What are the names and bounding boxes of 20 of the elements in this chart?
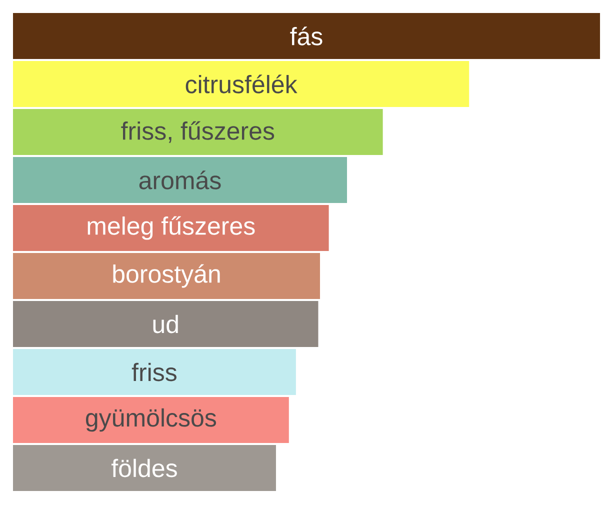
y-tick-label: földes bbox=[111, 458, 177, 478]
y-tick-label: citrusfélék bbox=[186, 74, 298, 94]
bar bbox=[13, 108, 383, 156]
y-tick-label: borostyán bbox=[113, 264, 220, 288]
bar bbox=[13, 348, 296, 396]
y-tick-label: ud bbox=[153, 314, 178, 334]
y-tick-label: meleg fűszeres bbox=[88, 216, 255, 240]
y-tick-label: friss bbox=[132, 362, 176, 382]
bar bbox=[13, 204, 329, 252]
bar bbox=[13, 396, 289, 444]
bar bbox=[13, 156, 348, 204]
y-tick-label: gyümölcsös bbox=[86, 408, 216, 432]
bar bbox=[13, 252, 320, 300]
y-tick-label: aromás bbox=[139, 170, 221, 190]
y-tick-label: friss, fűszeres bbox=[121, 121, 274, 143]
bar bbox=[13, 300, 318, 348]
y-tick-label: fás bbox=[290, 26, 322, 46]
bar bbox=[13, 60, 470, 108]
bar bbox=[13, 12, 600, 60]
bar bbox=[13, 444, 276, 492]
